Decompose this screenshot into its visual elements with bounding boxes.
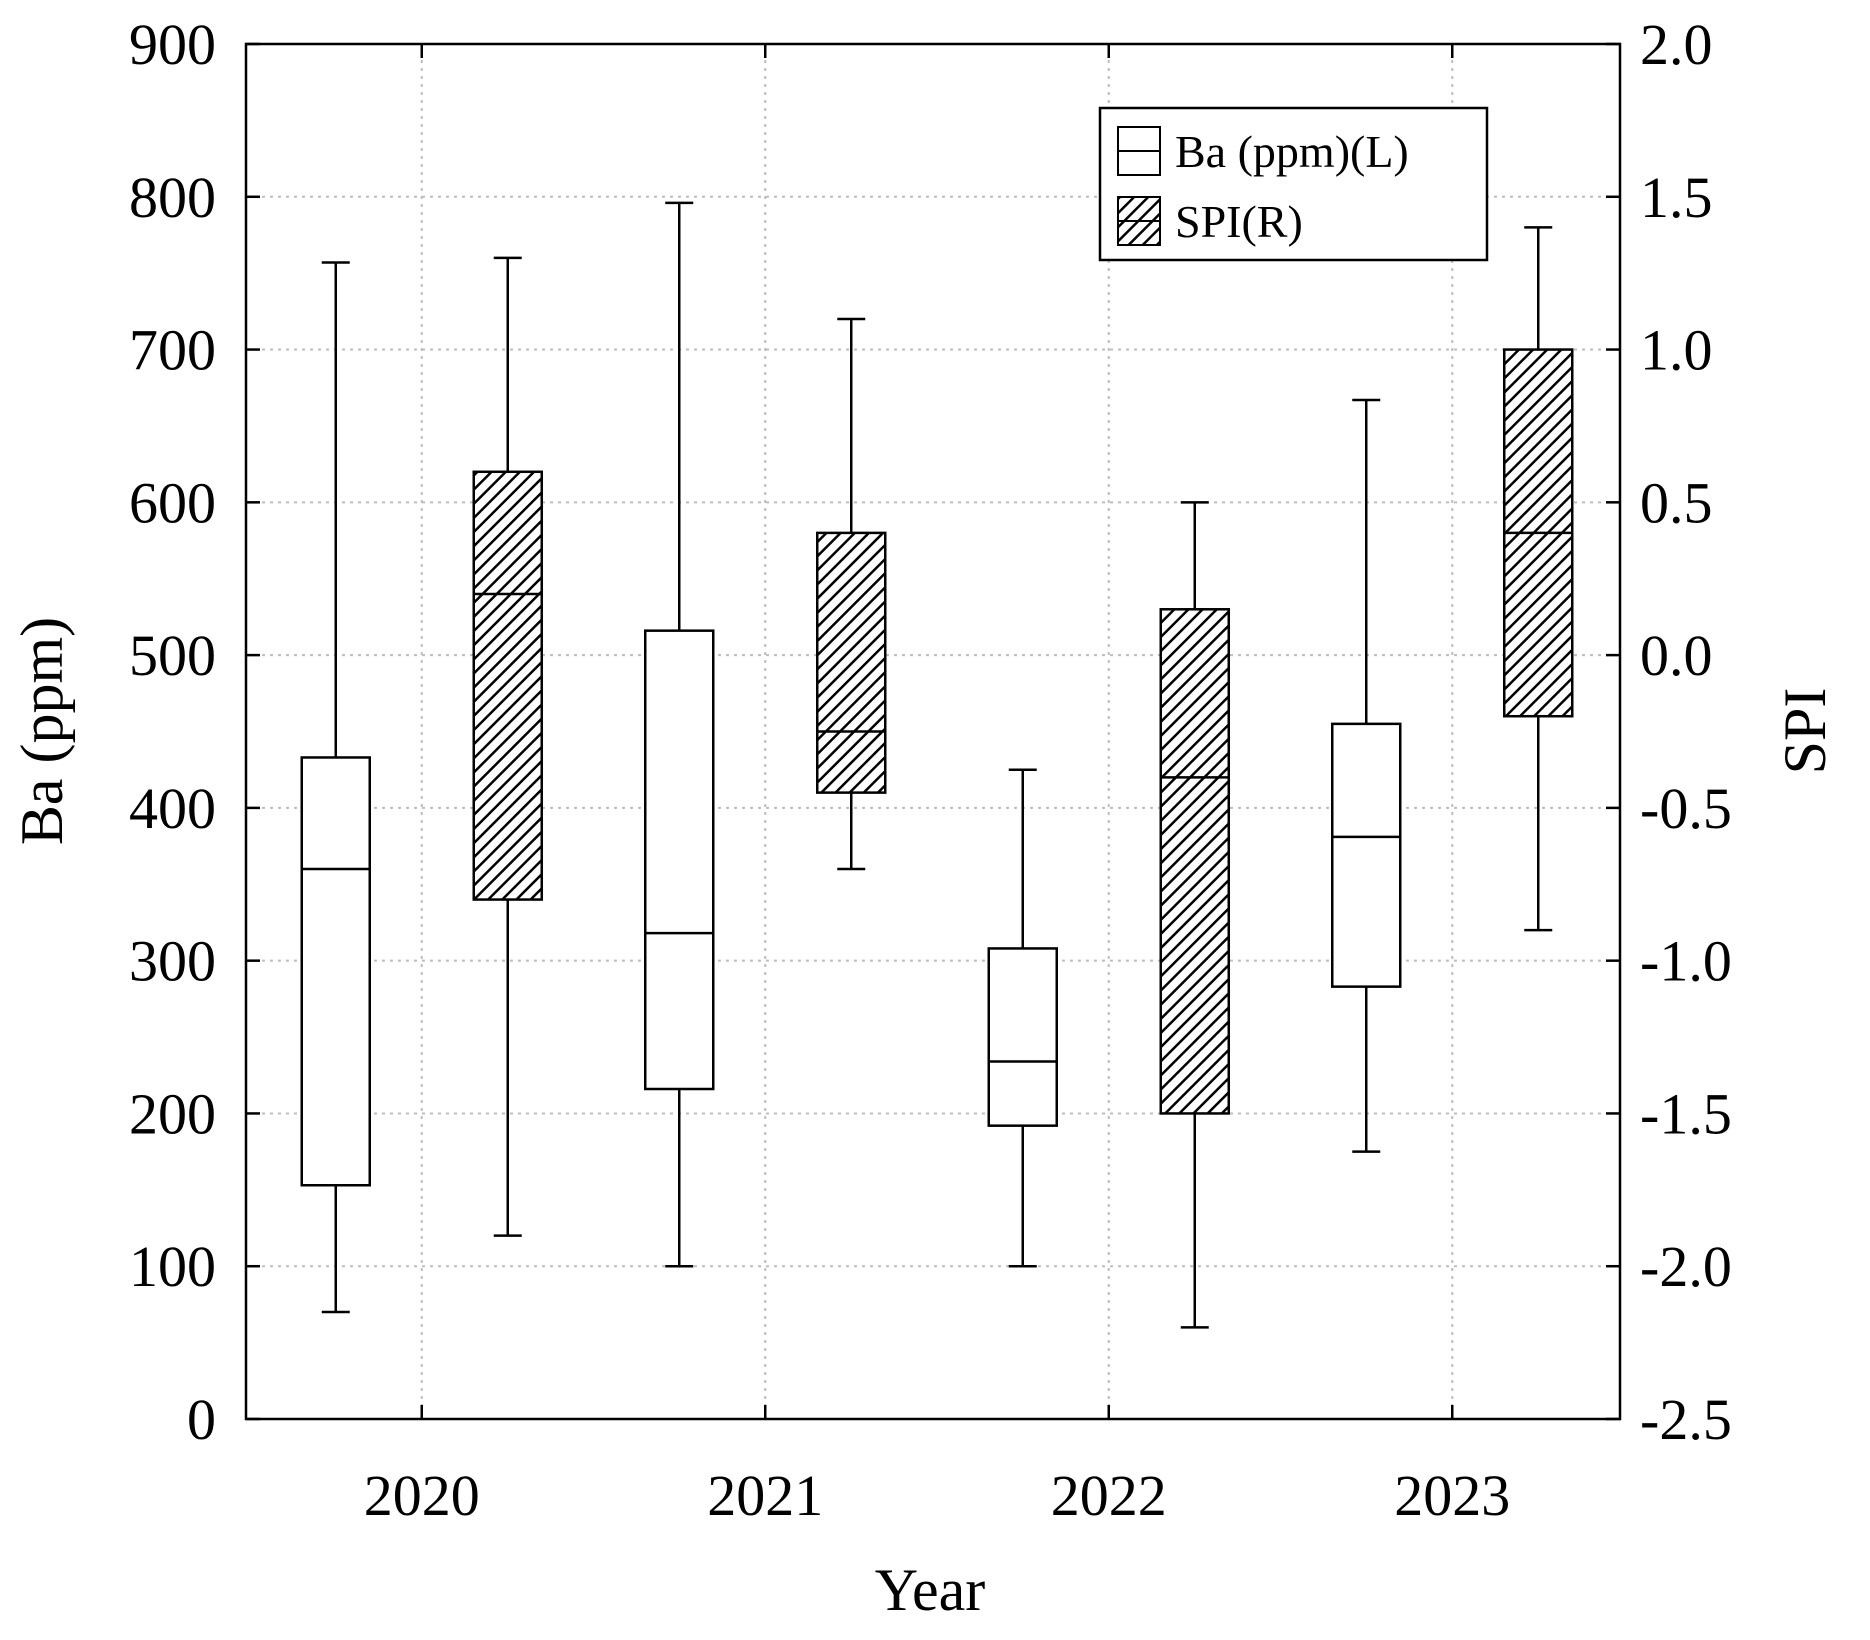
y-right-tick-label: -1.5: [1640, 1081, 1732, 1146]
y-left-tick-label: 700: [129, 318, 216, 383]
y-left-tick-label: 100: [129, 1234, 216, 1299]
box-iqr: [472, 470, 543, 901]
legend-label-spi: SPI(R): [1175, 196, 1303, 247]
box-spi-2021: [816, 317, 887, 871]
box-iqr: [1331, 722, 1402, 988]
box-spi-2022: [1159, 501, 1230, 1329]
plot-frame: [244, 42, 1622, 1421]
box-ba-2021: [644, 201, 715, 1268]
y-right-tick-label: -2.0: [1640, 1234, 1732, 1299]
x-tick-label: 2020: [364, 1463, 480, 1528]
axis-tick-labels: 0 100 200 300 400 500 600 700 800 900 -2.5 -2.0 -1.5…: [129, 12, 1732, 1528]
y-left-tick-label: 900: [129, 12, 216, 77]
box-iqr: [1159, 608, 1230, 1115]
y-right-tick-label: 0.0: [1640, 623, 1713, 688]
y-left-tick-label: 200: [129, 1081, 216, 1146]
y-left-tick-label: 600: [129, 470, 216, 535]
y-left-tick-label: 300: [129, 929, 216, 994]
legend: Ba (ppm)(L) SPI(R): [1098, 106, 1489, 262]
y-left-tick-label: 500: [129, 623, 216, 688]
y-right-tick-label: 1.5: [1640, 165, 1713, 230]
y-right-tick-label: 0.5: [1640, 470, 1713, 535]
box-iqr: [816, 531, 887, 794]
x-tick-label: 2023: [1394, 1463, 1510, 1528]
y-left-tick-label: 0: [187, 1387, 216, 1452]
y-right-tick-label: -1.0: [1640, 929, 1732, 994]
box-iqr: [300, 756, 371, 1187]
y-axis-right-title: SPI: [1772, 688, 1838, 775]
box-iqr: [644, 629, 715, 1091]
box-plots: [300, 201, 1574, 1329]
x-tick-label: 2022: [1051, 1463, 1167, 1528]
y-right-tick-label: 2.0: [1640, 12, 1713, 77]
x-tick-label: 2021: [707, 1463, 823, 1528]
box-ba-2023: [1331, 398, 1402, 1153]
y-right-tick-label: 1.0: [1640, 318, 1713, 383]
legend-frame: [1098, 106, 1489, 262]
box-spi-2023: [1503, 226, 1574, 932]
box-ba-2022: [987, 768, 1058, 1268]
y-right-tick-label: -0.5: [1640, 776, 1732, 841]
box-ba-2020: [300, 261, 371, 1314]
box-iqr: [987, 947, 1058, 1127]
y-left-tick-label: 800: [129, 165, 216, 230]
box-spi-2020: [472, 256, 543, 1237]
y-right-tick-label: -2.5: [1640, 1387, 1732, 1452]
legend-label-ba: Ba (ppm)(L): [1175, 126, 1409, 177]
axis-ticks: [246, 42, 1620, 1421]
y-axis-left-title: Ba (ppm): [9, 617, 75, 845]
y-left-tick-label: 400: [129, 776, 216, 841]
x-axis-title: Year: [875, 1557, 986, 1623]
